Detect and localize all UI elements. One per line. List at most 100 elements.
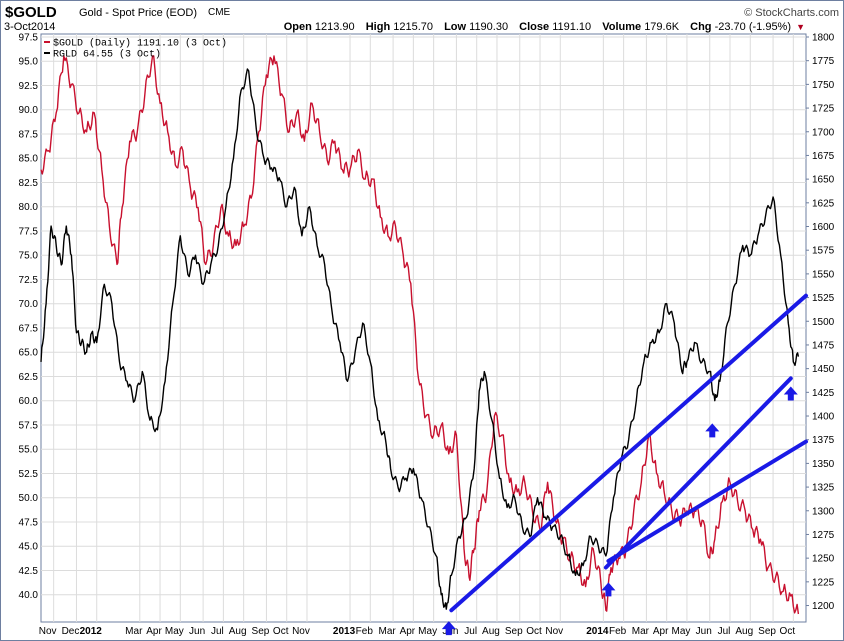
x-tick-label: Jun (189, 626, 205, 637)
left-tick-label: 65.0 (19, 348, 39, 359)
trendline (449, 293, 808, 613)
x-tick-label: 2014 (586, 626, 609, 637)
left-tick-label: 67.5 (19, 323, 39, 334)
right-tick-label: 1350 (812, 459, 835, 470)
x-tick-label: Jul (211, 626, 224, 637)
open-value: 1213.90 (314, 21, 355, 33)
left-tick-label: 50.0 (19, 493, 39, 504)
right-tick-label: 1625 (812, 198, 835, 209)
right-tick-label: 1600 (812, 222, 835, 233)
open-label: Open (283, 21, 312, 33)
x-tick-label: Oct (526, 626, 542, 637)
x-tick-label: Aug (482, 626, 500, 637)
low-label: Low (444, 21, 467, 33)
left-tick-label: 82.5 (19, 178, 39, 189)
x-tick-label: Nov (292, 626, 310, 637)
right-tick-label: 1475 (812, 340, 835, 351)
right-tick-label: 1425 (812, 388, 835, 399)
right-tick-label: 1700 (812, 127, 835, 138)
x-tick-label: May (671, 626, 690, 637)
right-tick-label: 1300 (812, 506, 835, 517)
left-tick-label: 47.5 (19, 517, 39, 528)
x-tick-label: Mar (632, 626, 650, 637)
left-tick-label: 87.5 (19, 129, 39, 140)
trendlines (449, 293, 808, 613)
left-axis: 97.5 95.0 92.5 90.0 87.5 85.0 82.5 80.0 77.5 75.0… (19, 33, 39, 602)
annotation-arrows (441, 386, 798, 636)
x-tick-label: May (418, 626, 437, 637)
right-tick-label: 1675 (812, 151, 835, 162)
high-value: 1215.70 (393, 21, 434, 33)
left-tick-label: 97.5 (19, 33, 39, 44)
x-tick-label: Nov (39, 626, 57, 637)
right-tick-label: 1775 (812, 56, 835, 67)
x-tick-label: 2012 (80, 626, 103, 637)
right-tick-label: 1375 (812, 435, 835, 446)
symbol-title: $GOLD (5, 4, 57, 21)
x-tick-label: Apr (146, 626, 162, 637)
close-value: 1191.10 (552, 21, 592, 33)
left-tick-label: 45.0 (19, 542, 39, 553)
legend-label: RGLD 64.55 (3 Oct) (53, 49, 161, 61)
left-tick-label: 77.5 (19, 226, 39, 237)
right-tick-label: 1275 (812, 530, 835, 541)
series-lines (40, 55, 800, 615)
down-triangle-icon: ▼ (796, 22, 805, 32)
x-tick-label: Oct (273, 626, 289, 637)
right-tick-label: 1575 (812, 246, 835, 257)
volume-value: 179.6K (644, 21, 680, 33)
x-tick-label: Oct (780, 626, 796, 637)
x-tick-label: May (165, 626, 184, 637)
rgld-price-line (40, 68, 800, 610)
left-tick-label: 40.0 (19, 590, 39, 601)
left-tick-label: 95.0 (19, 57, 39, 68)
x-tick-label: Apr (653, 626, 669, 637)
x-tick-label: Nov (545, 626, 563, 637)
x-tick-label: 2013 (333, 626, 356, 637)
right-tick-label: 1200 (812, 601, 835, 612)
ohlc-readout: Open 1213.90 High 1215.70 Low 1190.30 Cl… (284, 21, 805, 33)
x-axis: Nov Dec 2012 Mar Apr May Jun Jul Aug Sep Oct Nov 201… (39, 626, 796, 637)
left-tick-label: 92.5 (19, 81, 39, 92)
up-arrow-icon (783, 386, 798, 401)
legend: $GOLD (Daily) 1191.10 (3 Oct)RGLD 64.55 … (44, 38, 227, 61)
trendline (603, 376, 793, 570)
up-arrow-icon (705, 423, 720, 438)
right-tick-label: 1400 (812, 412, 835, 423)
gold-price-line (40, 55, 800, 615)
left-tick-label: 62.5 (19, 372, 39, 383)
left-tick-label: 42.5 (19, 566, 39, 577)
left-tick-label: 70.0 (19, 299, 39, 310)
brand-watermark: © StockCharts.com (744, 7, 839, 19)
left-tick-label: 75.0 (19, 251, 39, 262)
right-axis: 1800 1775 1750 1725 1700 1675 1650 1625 1600 1575… (806, 33, 835, 612)
high-label: High (365, 21, 391, 33)
legend-label: $GOLD (Daily) 1191.10 (3 Oct) (53, 38, 227, 50)
right-tick-label: 1450 (812, 364, 835, 375)
left-tick-label: 60.0 (19, 396, 39, 407)
right-tick-label: 1650 (812, 175, 835, 186)
left-tick-label: 52.5 (19, 469, 39, 480)
chg-value: -23.70 (-1.95%) (714, 21, 792, 33)
x-tick-label: Jun (696, 626, 712, 637)
x-tick-label: Jul (464, 626, 477, 637)
right-tick-label: 1525 (812, 293, 835, 304)
left-tick-label: 85.0 (19, 154, 39, 165)
right-tick-label: 1250 (812, 554, 835, 565)
low-value: 1190.30 (469, 21, 509, 33)
left-tick-label: 80.0 (19, 202, 39, 213)
close-label: Close (519, 21, 550, 33)
volume-label: Volume (602, 21, 642, 33)
chart-grid (40, 33, 807, 623)
chg-label: Chg (690, 21, 712, 33)
x-tick-label: Apr (400, 626, 416, 637)
left-tick-label: 72.5 (19, 275, 39, 286)
x-tick-label: Mar (378, 626, 396, 637)
chart-date: 3-Oct2014 (4, 21, 56, 33)
left-tick-label: 57.5 (19, 420, 39, 431)
x-tick-label: Dec (62, 626, 80, 637)
x-tick-label: Aug (735, 626, 753, 637)
x-tick-label: Jul (718, 626, 731, 637)
x-tick-label: Feb (356, 626, 374, 637)
